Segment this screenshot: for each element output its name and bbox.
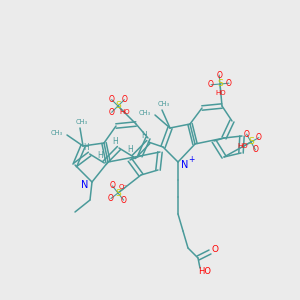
- Text: HO: HO: [238, 143, 248, 149]
- Text: H: H: [83, 142, 88, 152]
- Text: CH₃: CH₃: [76, 119, 88, 125]
- Text: HO: HO: [215, 90, 226, 96]
- Text: CH₃: CH₃: [158, 101, 170, 107]
- Text: O: O: [108, 194, 114, 203]
- Text: O: O: [252, 146, 258, 154]
- Text: HO: HO: [119, 110, 130, 116]
- Text: O: O: [212, 245, 218, 254]
- Text: S: S: [115, 188, 121, 197]
- Text: H: H: [142, 130, 147, 140]
- Text: O: O: [244, 130, 250, 139]
- Text: S: S: [115, 101, 121, 110]
- Text: O: O: [256, 133, 262, 142]
- Text: O: O: [226, 79, 232, 88]
- Text: H: H: [127, 146, 133, 154]
- Text: H: H: [112, 136, 118, 146]
- Text: O: O: [208, 80, 214, 89]
- Text: O: O: [216, 70, 222, 80]
- Text: O⁻: O⁻: [118, 184, 128, 190]
- Text: O: O: [121, 196, 127, 205]
- Text: CH₃: CH₃: [139, 110, 151, 116]
- Text: O: O: [109, 95, 115, 104]
- Text: O: O: [110, 182, 116, 190]
- Text: S: S: [217, 80, 223, 88]
- Text: S: S: [248, 137, 254, 146]
- Text: N: N: [81, 180, 89, 190]
- Text: CH₃: CH₃: [51, 130, 63, 136]
- Text: +: +: [188, 154, 194, 164]
- Text: HO: HO: [199, 268, 212, 277]
- Text: N: N: [181, 160, 189, 170]
- Text: O: O: [122, 95, 127, 104]
- Text: O: O: [109, 108, 115, 117]
- Text: H: H: [98, 152, 103, 160]
